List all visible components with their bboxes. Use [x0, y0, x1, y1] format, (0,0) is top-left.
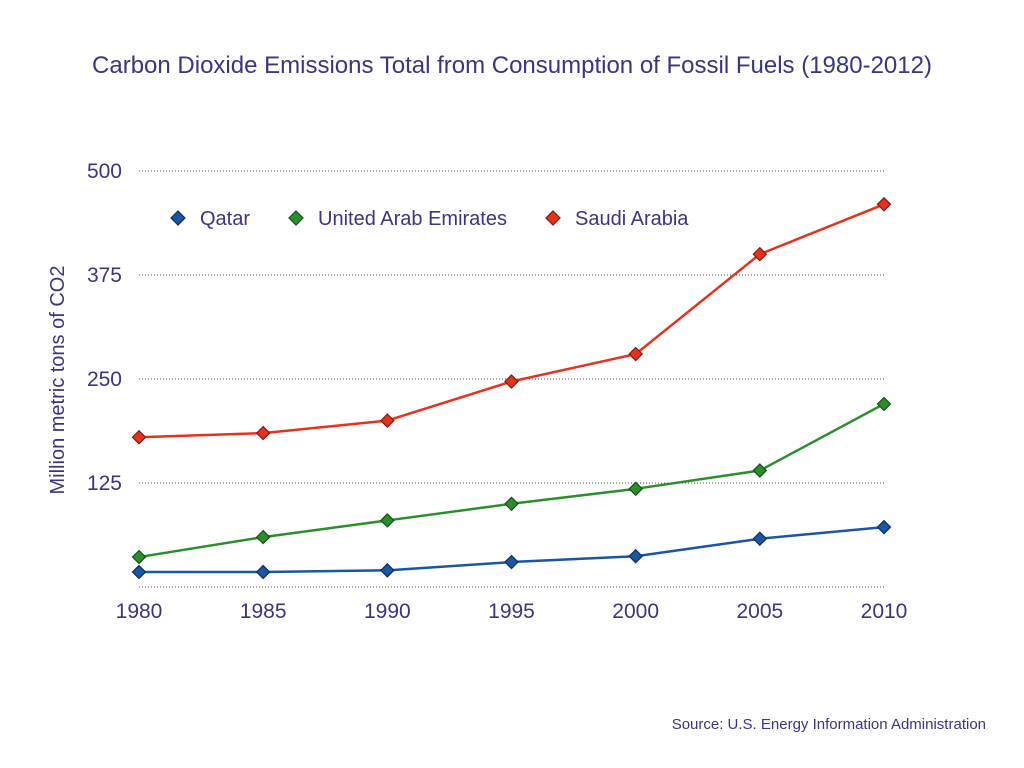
series-line: [138, 402, 885, 559]
source-note: Source: U.S. Energy Information Administ…: [671, 716, 986, 733]
y-axis-label: Million metric tons of CO2: [47, 266, 69, 495]
series-markers: [131, 196, 892, 580]
data-point: [379, 513, 395, 528]
data-point: [504, 554, 519, 570]
y-tick-label: 500: [87, 160, 122, 183]
x-tick-label: 1980: [116, 600, 163, 623]
data-point: [876, 396, 892, 412]
data-point: [504, 496, 519, 512]
y-tick-label: 375: [87, 264, 122, 287]
y-tick-label: 250: [87, 368, 122, 391]
data-point: [628, 548, 644, 564]
legend-marker: [288, 210, 304, 226]
data-point: [876, 519, 892, 535]
data-point: [876, 196, 892, 212]
legend-marker: [170, 210, 186, 226]
data-point: [752, 531, 768, 547]
x-tick-label: 1990: [364, 600, 411, 623]
legend: Qatar United Arab Emirates Saudi Arabia: [170, 208, 689, 230]
y-tick-labels: 500 375 250 125: [87, 160, 122, 495]
legend-marker: [545, 210, 561, 226]
chart-title: Carbon Dioxide Emissions Total from Cons…: [92, 52, 932, 79]
x-tick-label: 2000: [612, 600, 659, 623]
data-point: [379, 413, 395, 428]
x-tick-label: 2005: [736, 600, 783, 623]
data-point: [131, 549, 147, 565]
series-line: [138, 203, 885, 439]
data-point: [628, 481, 644, 497]
x-tick-label: 2010: [861, 600, 908, 623]
data-point: [255, 564, 271, 580]
data-point: [131, 429, 147, 445]
x-tick-label: 1985: [240, 600, 287, 623]
data-point: [379, 563, 395, 578]
x-tick-label: 1995: [488, 600, 535, 623]
data-point: [255, 529, 271, 545]
y-tick-label: 125: [87, 472, 122, 495]
data-point: [752, 246, 768, 262]
data-point: [628, 346, 644, 362]
x-tick-labels: 1980 1985 1990 1995 2000 2005 2010: [116, 600, 908, 623]
data-point: [131, 564, 147, 580]
data-point: [752, 463, 768, 478]
data-point: [504, 374, 519, 389]
legend-label: Saudi Arabia: [575, 208, 689, 230]
legend-label: United Arab Emirates: [318, 208, 507, 230]
legend-label: Qatar: [200, 208, 250, 230]
data-point: [255, 425, 271, 441]
